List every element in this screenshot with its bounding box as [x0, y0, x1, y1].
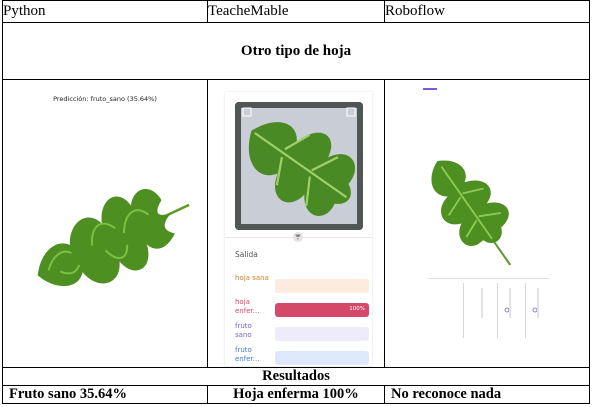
- confidence-bar: [275, 327, 369, 341]
- class-label: fruto enfer...: [235, 346, 260, 363]
- confidence-bar: 100%: [275, 303, 369, 317]
- section-title-row: Otro tipo de hoja: [2, 22, 590, 80]
- class-row: hoja enfer... 100%: [235, 298, 369, 320]
- divider: [497, 283, 498, 338]
- result-roboflow: No reconoce nada: [384, 385, 590, 404]
- leaf-image-roboflow: [431, 160, 512, 266]
- confidence-bar: [275, 279, 369, 293]
- results-title-row: Resultados: [2, 367, 590, 386]
- divider: [429, 278, 549, 279]
- col-header-python: Python: [2, 0, 208, 23]
- divider: [525, 283, 526, 338]
- teachable-panel: ▼ Salida hoja sana hoja enfer... 100% fr…: [225, 92, 372, 366]
- class-label: hoja sana: [235, 274, 269, 282]
- header-row: Python TeacheMable Roboflow: [2, 0, 590, 23]
- col-header-teachable: TeacheMable: [207, 0, 385, 23]
- class-row: fruto enfer...: [235, 346, 369, 367]
- class-row: hoja sana: [235, 274, 369, 296]
- divider: [225, 237, 372, 238]
- confidence-fill: [275, 303, 369, 317]
- results-title: Resultados: [2, 367, 590, 386]
- slider-controls[interactable]: [397, 278, 549, 358]
- divider: [463, 283, 464, 338]
- result-python: Fruto sano 35.64%: [2, 385, 208, 404]
- class-label: fruto sano: [235, 322, 252, 339]
- python-cell: Predicción: fruto_sano (35.64%): [2, 79, 208, 368]
- tab-indicator: [423, 88, 437, 90]
- section-title: Otro tipo de hoja: [2, 22, 590, 80]
- class-label: hoja enfer...: [235, 298, 260, 315]
- roboflow-panel: [397, 88, 549, 356]
- result-teachable: Hoja enferma 100%: [207, 385, 385, 404]
- leaf-image-python: [37, 189, 190, 287]
- leaf-photo: [235, 102, 363, 230]
- results-row: Fruto sano 35.64% Hoja enferma 100% No r…: [2, 385, 590, 404]
- roboflow-cell: [384, 79, 590, 368]
- col-header-roboflow: Roboflow: [384, 0, 590, 23]
- prediction-caption: Predicción: fruto_sano (35.64%): [53, 95, 157, 103]
- confidence-bar: [275, 351, 369, 365]
- images-row: Predicción: fruto_sano (35.64%): [2, 79, 590, 368]
- class-row: fruto sano: [235, 322, 369, 344]
- teachable-cell: ▼ Salida hoja sana hoja enfer... 100% fr…: [207, 79, 385, 368]
- webcam-preview: [235, 102, 363, 230]
- confidence-pct: 100%: [349, 306, 365, 312]
- output-heading: Salida: [235, 250, 258, 259]
